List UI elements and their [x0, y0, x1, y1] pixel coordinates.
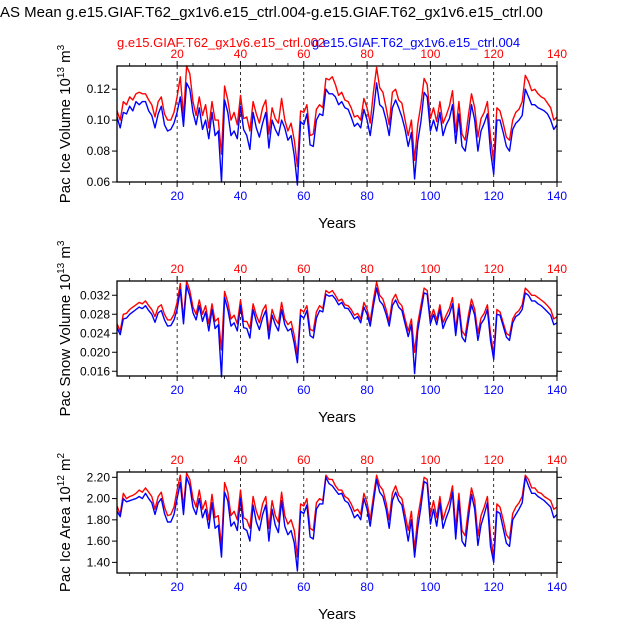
- series-line-ice-volume-ctrl-002: [116, 65, 558, 168]
- y-tick-label-ice-volume-1: 0.08: [87, 144, 111, 158]
- y-axis-label-part-ice-area-ylabel_unit: m: [57, 458, 74, 475]
- x-tick-label-bottom-ice-area-100: 100: [420, 580, 440, 594]
- x-tick-label-bottom-ice-volume-20: 20: [170, 189, 184, 203]
- x-tick-label-bottom-ice-volume-140: 140: [547, 189, 567, 203]
- x-axis-label-ice-area: Years: [318, 606, 356, 621]
- series-line-ice-area-ctrl-004: [116, 476, 558, 572]
- x-tick-label-bottom-ice-area-60: 60: [297, 580, 311, 594]
- y-tick-label-snow-volume-4: 0.032: [80, 288, 110, 302]
- y-tick-label-snow-volume-2: 0.024: [80, 326, 110, 340]
- y-axis-label-part-ice-volume-ylabel_unit: m: [57, 50, 74, 67]
- y-axis-label-part-snow-volume-ylabel: Pac Snow Volume 10: [57, 274, 74, 417]
- x-tick-label-top-snow-volume-80: 80: [360, 262, 374, 276]
- x-tick-label-top-snow-volume-120: 120: [484, 262, 504, 276]
- y-axis-label-part-ice-area-ylabel: Pac Ice Area 10: [57, 486, 74, 592]
- x-tick-label-top-ice-volume-20: 20: [170, 47, 184, 61]
- y-tick-label-ice-area-1: 1.60: [87, 534, 111, 548]
- series-line-snow-volume-ctrl-002: [116, 280, 558, 356]
- x-tick-label-top-ice-volume-40: 40: [234, 47, 248, 61]
- page-title: AS Mean g.e15.GIAF.T62_gx1v6.e15_ctrl.00…: [0, 4, 543, 21]
- y-axis-label-part-ice-volume-ylabel_unit_sup: 3: [56, 44, 67, 50]
- plot-frame-snow-volume: [116, 280, 558, 377]
- x-tick-label-top-ice-volume-60: 60: [297, 47, 311, 61]
- x-tick-label-bottom-snow-volume-60: 60: [297, 383, 311, 397]
- x-tick-label-bottom-snow-volume-100: 100: [420, 383, 440, 397]
- x-tick-label-top-ice-volume-80: 80: [360, 47, 374, 61]
- x-tick-label-bottom-ice-volume-100: 100: [420, 189, 440, 203]
- x-tick-label-bottom-snow-volume-20: 20: [170, 383, 184, 397]
- series-line-snow-volume-ctrl-004: [116, 285, 558, 378]
- x-tick-label-bottom-ice-volume-40: 40: [234, 189, 248, 203]
- plot-frame-ice-area: [116, 471, 558, 574]
- y-axis-label-part-ice-volume-ylabel: Pac Ice Volume 10: [57, 78, 74, 203]
- x-tick-label-bottom-ice-area-120: 120: [484, 580, 504, 594]
- x-tick-label-bottom-snow-volume-120: 120: [484, 383, 504, 397]
- y-tick-label-snow-volume-3: 0.028: [80, 307, 110, 321]
- y-axis-label-part-snow-volume-ylabel_unit: m: [57, 246, 74, 263]
- x-tick-label-bottom-snow-volume-140: 140: [547, 383, 567, 397]
- x-axis-label-snow-volume: Years: [318, 409, 356, 426]
- y-axis-label-part-ice-area-ylabel_sup: 12: [56, 475, 67, 487]
- x-tick-label-bottom-ice-area-20: 20: [170, 580, 184, 594]
- x-tick-label-top-ice-area-140: 140: [547, 453, 567, 467]
- panel-ice-volume: 20 40 60 80 100 120 140 20 40 60 80 100 120 140 0.06 0.…: [56, 44, 567, 232]
- y-axis-label-snow-volume: Pac Snow Volume 1013 m3: [56, 240, 74, 416]
- y-tick-label-ice-area-4: 2.20: [87, 470, 111, 484]
- x-tick-label-top-ice-area-80: 80: [360, 453, 374, 467]
- legend-entry-ctrl-004: g.e15.GIAF.T62_gx1v6.e15_ctrl.004: [312, 35, 521, 50]
- x-tick-label-bottom-ice-volume-120: 120: [484, 189, 504, 203]
- x-tick-label-top-ice-volume-100: 100: [420, 47, 440, 61]
- x-tick-label-top-ice-area-100: 100: [420, 453, 440, 467]
- y-tick-label-ice-volume-2: 0.10: [87, 113, 111, 127]
- x-tick-label-bottom-ice-area-140: 140: [547, 580, 567, 594]
- series-line-ice-area-ctrl-002: [116, 472, 558, 558]
- y-axis-label-part-ice-volume-ylabel_sup: 13: [56, 67, 67, 79]
- x-tick-label-top-snow-volume-60: 60: [297, 262, 311, 276]
- x-tick-label-top-ice-area-60: 60: [297, 453, 311, 467]
- y-tick-label-ice-area-2: 1.80: [87, 513, 111, 527]
- x-tick-label-bottom-ice-volume-80: 80: [360, 189, 374, 203]
- x-tick-label-bottom-ice-area-40: 40: [234, 580, 248, 594]
- y-tick-label-snow-volume-1: 0.020: [80, 345, 110, 359]
- x-tick-label-top-ice-area-20: 20: [170, 453, 184, 467]
- x-tick-label-top-ice-volume-140: 140: [547, 47, 567, 61]
- x-tick-label-top-snow-volume-40: 40: [234, 262, 248, 276]
- y-axis-label-part-snow-volume-ylabel_unit_sup: 3: [56, 240, 67, 246]
- y-tick-label-ice-volume-0: 0.06: [87, 175, 111, 189]
- x-tick-label-top-snow-volume-140: 140: [547, 262, 567, 276]
- legend-entry-ctrl-002: g.e15.GIAF.T62_gx1v6.e15_ctrl.002: [117, 35, 326, 50]
- y-tick-label-snow-volume-0: 0.016: [80, 364, 110, 378]
- x-tick-label-bottom-ice-area-80: 80: [360, 580, 374, 594]
- x-tick-label-top-snow-volume-20: 20: [170, 262, 184, 276]
- x-tick-label-top-ice-area-40: 40: [234, 453, 248, 467]
- x-tick-label-bottom-snow-volume-40: 40: [234, 383, 248, 397]
- y-axis-label-ice-area: Pac Ice Area 1012 m2: [56, 452, 74, 592]
- panel-ice-area: 20 40 60 80 100 120 140 20 40 60 80 100 120 140 1.40 1.…: [56, 452, 567, 621]
- x-tick-label-bottom-snow-volume-80: 80: [360, 383, 374, 397]
- x-tick-label-bottom-ice-volume-60: 60: [297, 189, 311, 203]
- series-line-ice-volume-ctrl-004: [116, 82, 558, 186]
- y-tick-label-ice-volume-3: 0.12: [87, 82, 111, 96]
- y-axis-label-part-ice-area-ylabel_unit_sup: 2: [56, 452, 67, 458]
- y-axis-label-part-snow-volume-ylabel_sup: 13: [56, 262, 67, 274]
- panel-snow-volume: 20 40 60 80 100 120 140 20 40 60 80 100 120 140 0.016 0…: [56, 240, 567, 426]
- x-axis-label-ice-volume: Years: [318, 215, 356, 232]
- x-tick-label-top-ice-area-120: 120: [484, 453, 504, 467]
- y-axis-label-ice-volume: Pac Ice Volume 1013 m3: [56, 44, 74, 203]
- x-tick-label-top-snow-volume-100: 100: [420, 262, 440, 276]
- plot-frame-ice-volume: [116, 65, 558, 183]
- y-tick-label-ice-area-3: 2.00: [87, 492, 111, 506]
- y-tick-label-ice-area-0: 1.40: [87, 555, 111, 569]
- x-tick-label-top-ice-volume-120: 120: [484, 47, 504, 61]
